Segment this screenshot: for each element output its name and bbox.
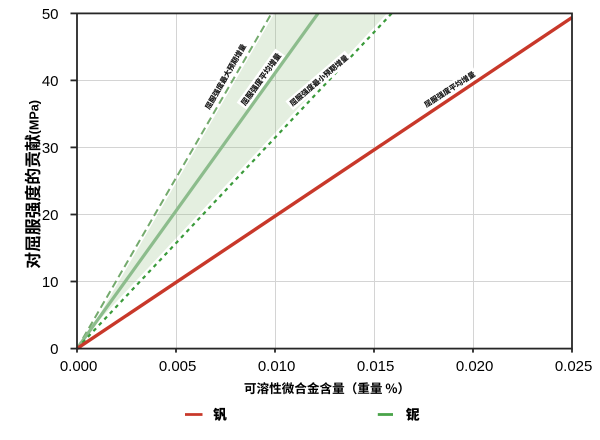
svg-text:0.025: 0.025 xyxy=(555,358,593,375)
svg-text:10: 10 xyxy=(42,274,59,291)
svg-text:0.015: 0.015 xyxy=(357,358,395,375)
svg-text:0.005: 0.005 xyxy=(159,358,197,375)
svg-text:0.010: 0.010 xyxy=(258,358,296,375)
svg-text:0.020: 0.020 xyxy=(456,358,494,375)
svg-text:50: 50 xyxy=(42,6,59,23)
svg-text:0: 0 xyxy=(50,341,58,358)
svg-text:20: 20 xyxy=(42,207,59,224)
svg-text:30: 30 xyxy=(42,140,59,157)
svg-text:0.000: 0.000 xyxy=(60,358,98,375)
svg-text:(MPa): (MPa) xyxy=(27,100,41,134)
svg-text:40: 40 xyxy=(42,73,59,90)
